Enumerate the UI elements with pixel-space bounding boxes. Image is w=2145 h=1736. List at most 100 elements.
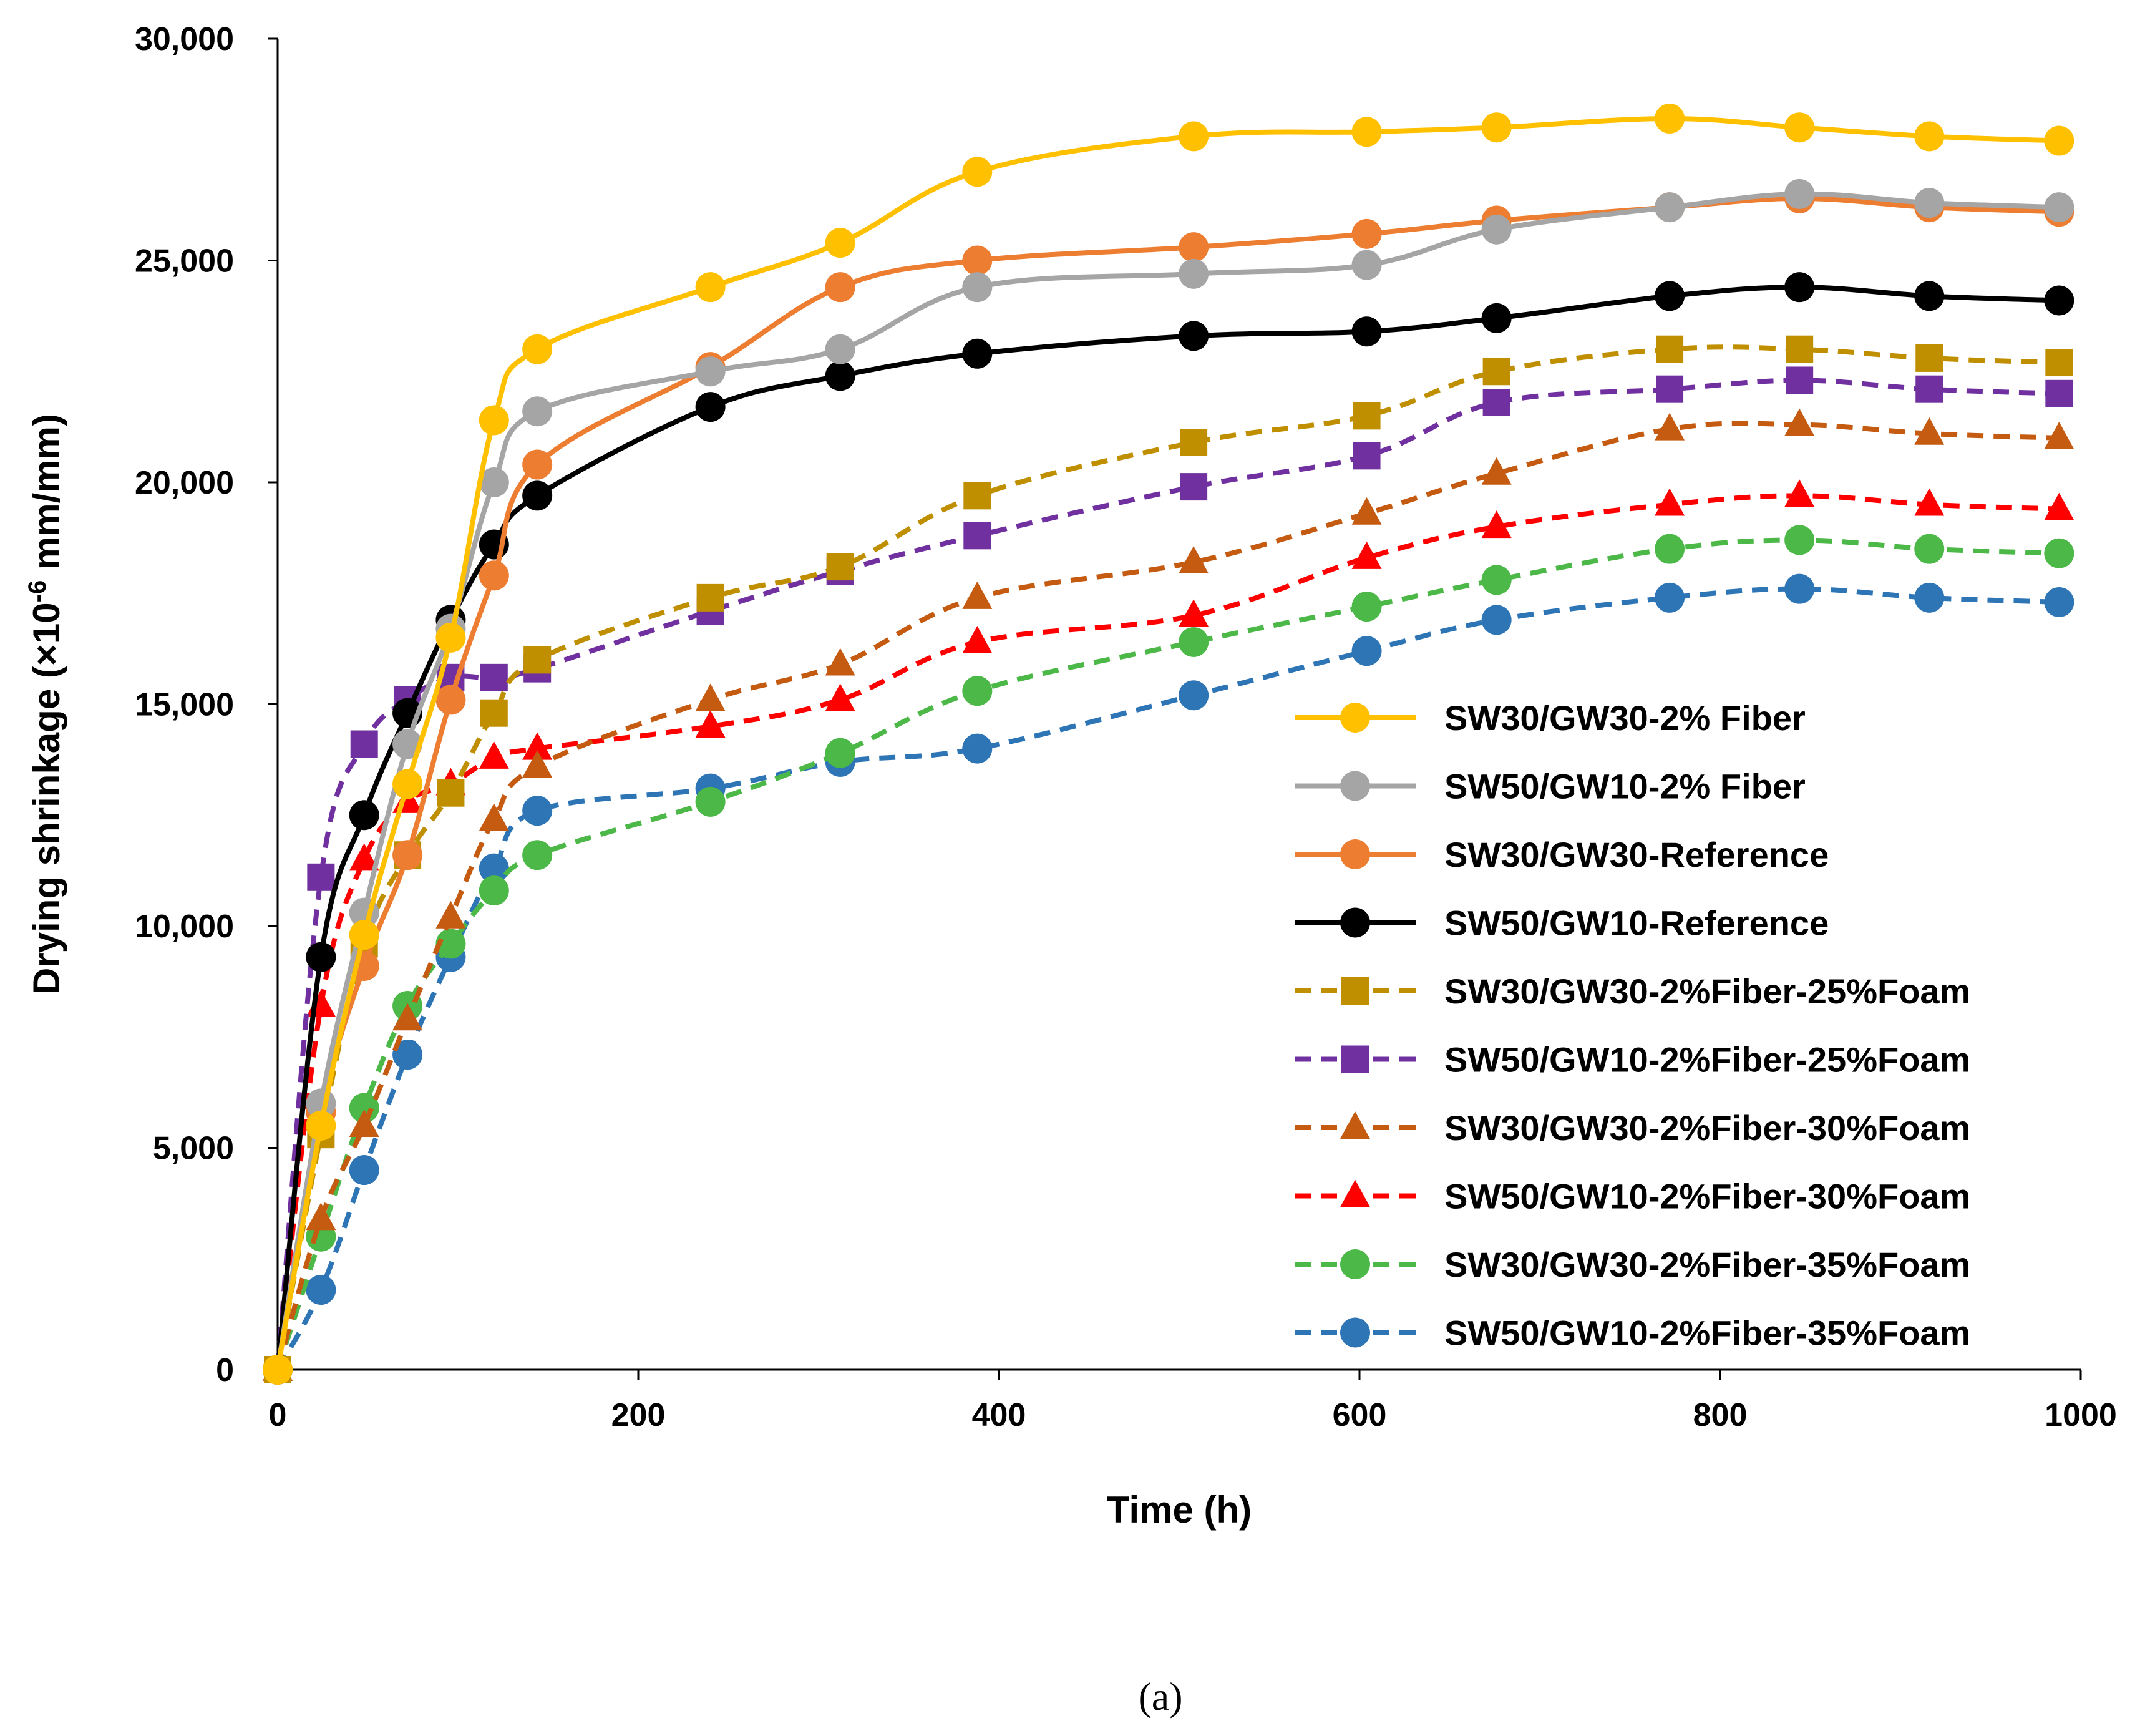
y-tick-label: 25,000: [135, 243, 234, 280]
data-point: [1482, 389, 1510, 417]
data-point: [522, 750, 553, 778]
data-point: [962, 625, 993, 653]
legend-label: SW30/GW30-2%Fiber-30%Foam: [1444, 1108, 1970, 1148]
data-point: [522, 796, 553, 826]
data-point: [392, 1040, 423, 1070]
legend-item: SW30/GW30-2%Fiber-30%Foam: [1295, 1108, 1970, 1148]
data-point: [1351, 592, 1382, 622]
data-point: [349, 1093, 379, 1123]
legend-label: SW50/GW10-2% Fiber: [1444, 767, 1806, 806]
legend-label: SW30/GW30-2% Fiber: [1444, 698, 1806, 738]
x-tick-label: 0: [269, 1397, 287, 1433]
data-point: [2044, 192, 2074, 223]
data-point: [480, 663, 508, 691]
data-point: [1784, 272, 1815, 303]
data-point: [263, 1355, 293, 1385]
data-point: [696, 583, 724, 612]
data-point: [435, 900, 466, 929]
data-point: [522, 840, 553, 870]
data-point: [306, 1202, 336, 1231]
legend-marker: [1340, 1249, 1370, 1279]
data-point: [522, 449, 553, 480]
data-point: [963, 482, 991, 510]
data-point: [1786, 366, 1814, 394]
data-point: [1914, 534, 1945, 564]
data-point: [479, 405, 509, 436]
data-point: [2044, 587, 2074, 617]
y-axis-title: Drying shrinkage (×10-6 mm/mm): [24, 414, 67, 995]
data-point: [306, 1275, 336, 1305]
data-point: [826, 553, 854, 581]
legend-marker: [1340, 907, 1370, 938]
legend-marker: [1341, 977, 1369, 1005]
data-point: [1655, 192, 1685, 223]
data-point: [307, 863, 335, 891]
x-tick-label: 600: [1333, 1397, 1387, 1433]
legend-label: SW30/GW30-Reference: [1444, 835, 1829, 874]
legend-marker: [1341, 1045, 1369, 1073]
data-point: [1481, 565, 1512, 595]
data-point: [435, 929, 466, 959]
series-layer: [263, 103, 2074, 1385]
legend-label: SW30/GW30-2%Fiber-25%Foam: [1444, 972, 1970, 1011]
series-line: [275, 344, 2060, 1370]
data-point: [2045, 379, 2073, 407]
data-point: [1655, 412, 1685, 441]
series-line: [275, 421, 2060, 1371]
data-point: [1179, 321, 1209, 351]
data-point: [1656, 375, 1684, 403]
data-point: [825, 228, 855, 258]
legend-label: SW30/GW30-2%Fiber-35%Foam: [1444, 1245, 1970, 1284]
data-point: [1481, 510, 1512, 539]
legend-marker: [1340, 1179, 1370, 1207]
data-point: [1351, 250, 1382, 280]
data-point: [479, 875, 509, 906]
data-point: [479, 803, 509, 831]
data-point: [1351, 497, 1382, 525]
data-point: [522, 334, 553, 364]
data-point: [392, 769, 423, 799]
data-point: [1179, 545, 1209, 573]
data-point: [1914, 121, 1945, 152]
data-point: [435, 622, 466, 653]
data-point: [2044, 538, 2074, 568]
data-point: [435, 685, 466, 715]
data-point: [1179, 232, 1209, 263]
data-point: [1351, 636, 1382, 666]
data-point: [1179, 258, 1209, 289]
data-point: [437, 779, 465, 807]
data-point: [392, 1003, 423, 1031]
data-point: [479, 741, 509, 769]
data-point: [1481, 303, 1512, 333]
legend-item: SW50/GW10-2%Fiber-35%Foam: [1295, 1314, 1970, 1353]
data-point: [825, 272, 855, 303]
data-point: [962, 245, 993, 276]
legend-label: SW50/GW10-2%Fiber-35%Foam: [1444, 1314, 1970, 1353]
data-point: [1351, 218, 1382, 249]
data-point: [1656, 335, 1684, 363]
y-axis-title-superscript: -6: [24, 580, 51, 603]
data-point: [963, 522, 991, 550]
data-point: [695, 786, 726, 817]
legend-item: SW30/GW30-2%Fiber-35%Foam: [1295, 1245, 1970, 1284]
data-point: [306, 942, 336, 972]
legend-label: SW50/GW10-Reference: [1444, 904, 1829, 943]
data-point: [479, 853, 509, 884]
data-point: [1914, 281, 1945, 311]
data-point: [1655, 582, 1685, 613]
data-point: [1655, 281, 1685, 311]
data-point: [825, 648, 855, 676]
data-point: [392, 840, 423, 870]
legend-label: SW50/GW10-2%Fiber-30%Foam: [1444, 1177, 1970, 1216]
data-point: [695, 392, 726, 422]
legend-item: SW30/GW30-2% Fiber: [1295, 698, 1806, 738]
data-point: [695, 356, 726, 387]
legend-marker: [1340, 771, 1370, 801]
data-point: [1784, 479, 1815, 507]
data-point: [2044, 285, 2074, 316]
data-point: [1180, 473, 1208, 501]
data-point: [962, 338, 993, 369]
series-line: [275, 586, 2060, 1371]
data-point: [1482, 358, 1510, 386]
